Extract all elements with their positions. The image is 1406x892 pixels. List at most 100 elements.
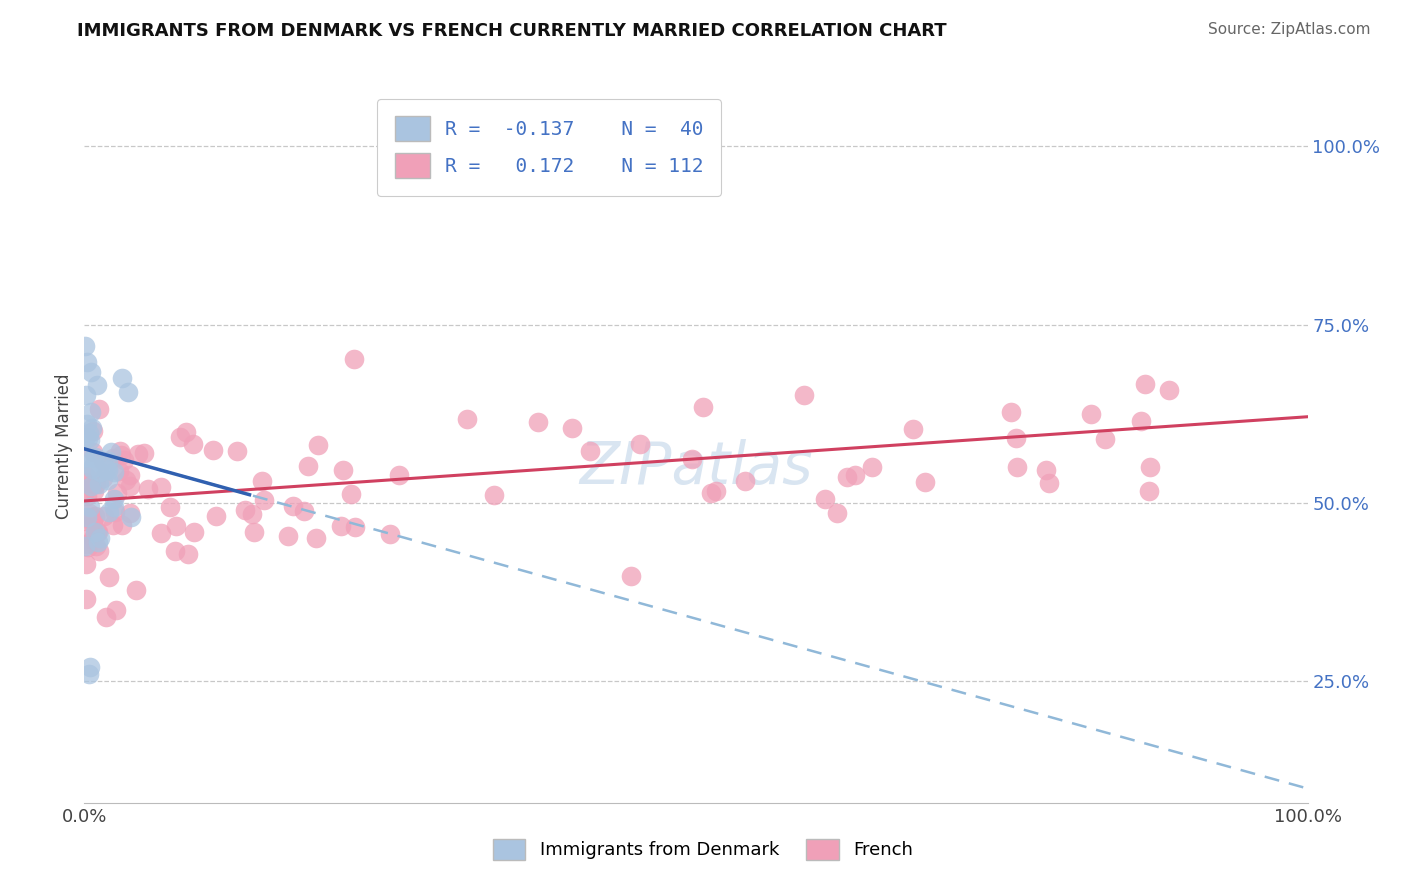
Point: [110, 448, 132, 462]
Point: [93, 508, 115, 523]
Point: [79, 434, 101, 448]
Point: [388, 467, 411, 482]
Point: [103, 500, 125, 514]
Point: [253, 492, 276, 507]
Point: [456, 411, 478, 425]
Point: [73, 338, 96, 352]
Point: [111, 371, 134, 385]
Point: [204, 509, 226, 524]
Point: [332, 463, 354, 477]
Point: [80, 460, 103, 475]
Point: [89, 465, 111, 479]
Point: [91, 454, 114, 468]
Point: [80, 479, 103, 493]
Point: [79, 660, 101, 674]
Point: [378, 527, 401, 541]
Point: [73, 431, 96, 445]
Point: [80, 509, 103, 524]
Point: [704, 484, 727, 499]
Point: [734, 475, 756, 489]
Point: [183, 524, 205, 539]
Point: [901, 422, 924, 436]
Point: [118, 468, 141, 483]
Legend: Immigrants from Denmark, French: Immigrants from Denmark, French: [485, 831, 921, 867]
Point: [277, 529, 299, 543]
Point: [240, 508, 263, 522]
Point: [75, 451, 97, 466]
Point: [79, 366, 101, 380]
Point: [75, 483, 97, 497]
Point: [82, 517, 104, 532]
Point: [83, 483, 105, 498]
Text: IMMIGRANTS FROM DENMARK VS FRENCH CURRENTLY MARRIED CORRELATION CHART: IMMIGRANTS FROM DENMARK VS FRENCH CURREN…: [77, 22, 948, 40]
Point: [86, 378, 108, 392]
Point: [76, 537, 98, 551]
Point: [94, 610, 117, 624]
Point: [149, 525, 172, 540]
Point: [82, 424, 104, 438]
Point: [94, 461, 117, 475]
Point: [103, 465, 125, 479]
Point: [1007, 459, 1029, 474]
Text: Source: ZipAtlas.com: Source: ZipAtlas.com: [1208, 22, 1371, 37]
Point: [1038, 476, 1060, 491]
Point: [340, 487, 363, 501]
Point: [87, 543, 110, 558]
Point: [176, 547, 198, 561]
Point: [561, 421, 583, 435]
Point: [628, 437, 651, 451]
Point: [101, 517, 124, 532]
Point: [343, 351, 366, 366]
Point: [814, 492, 837, 507]
Point: [87, 534, 110, 549]
Point: [75, 387, 97, 401]
Point: [76, 417, 98, 431]
Point: [108, 444, 131, 458]
Point: [307, 438, 329, 452]
Point: [527, 415, 550, 429]
Point: [105, 486, 128, 500]
Point: [165, 519, 187, 533]
Point: [181, 437, 204, 451]
Point: [793, 388, 815, 402]
Point: [860, 460, 883, 475]
Point: [1129, 414, 1152, 428]
Point: [1094, 432, 1116, 446]
Point: [76, 509, 98, 524]
Point: [233, 503, 256, 517]
Point: [82, 445, 104, 459]
Y-axis label: Currently Married: Currently Married: [55, 373, 73, 519]
Point: [127, 447, 149, 461]
Point: [75, 532, 97, 546]
Legend: R =  -0.137    N =  40, R =   0.172    N = 112: R = -0.137 N = 40, R = 0.172 N = 112: [377, 99, 721, 195]
Point: [1035, 463, 1057, 477]
Point: [76, 354, 98, 368]
Point: [124, 582, 146, 597]
Point: [297, 458, 319, 473]
Point: [482, 487, 505, 501]
Point: [305, 531, 328, 545]
Point: [101, 451, 124, 466]
Point: [75, 514, 97, 528]
Point: [97, 463, 120, 477]
Point: [103, 492, 125, 507]
Point: [579, 444, 602, 458]
Point: [159, 500, 181, 514]
Point: [97, 570, 120, 584]
Point: [82, 531, 104, 545]
Point: [174, 425, 197, 439]
Point: [1080, 407, 1102, 421]
Point: [82, 421, 104, 435]
Point: [97, 505, 120, 519]
Point: [111, 518, 134, 533]
Point: [86, 525, 108, 540]
Point: [250, 474, 273, 488]
Point: [75, 475, 97, 489]
Point: [91, 471, 114, 485]
Point: [77, 506, 100, 520]
Point: [1005, 431, 1028, 445]
Point: [77, 426, 100, 441]
Point: [104, 506, 127, 520]
Point: [87, 401, 110, 416]
Point: [100, 445, 122, 459]
